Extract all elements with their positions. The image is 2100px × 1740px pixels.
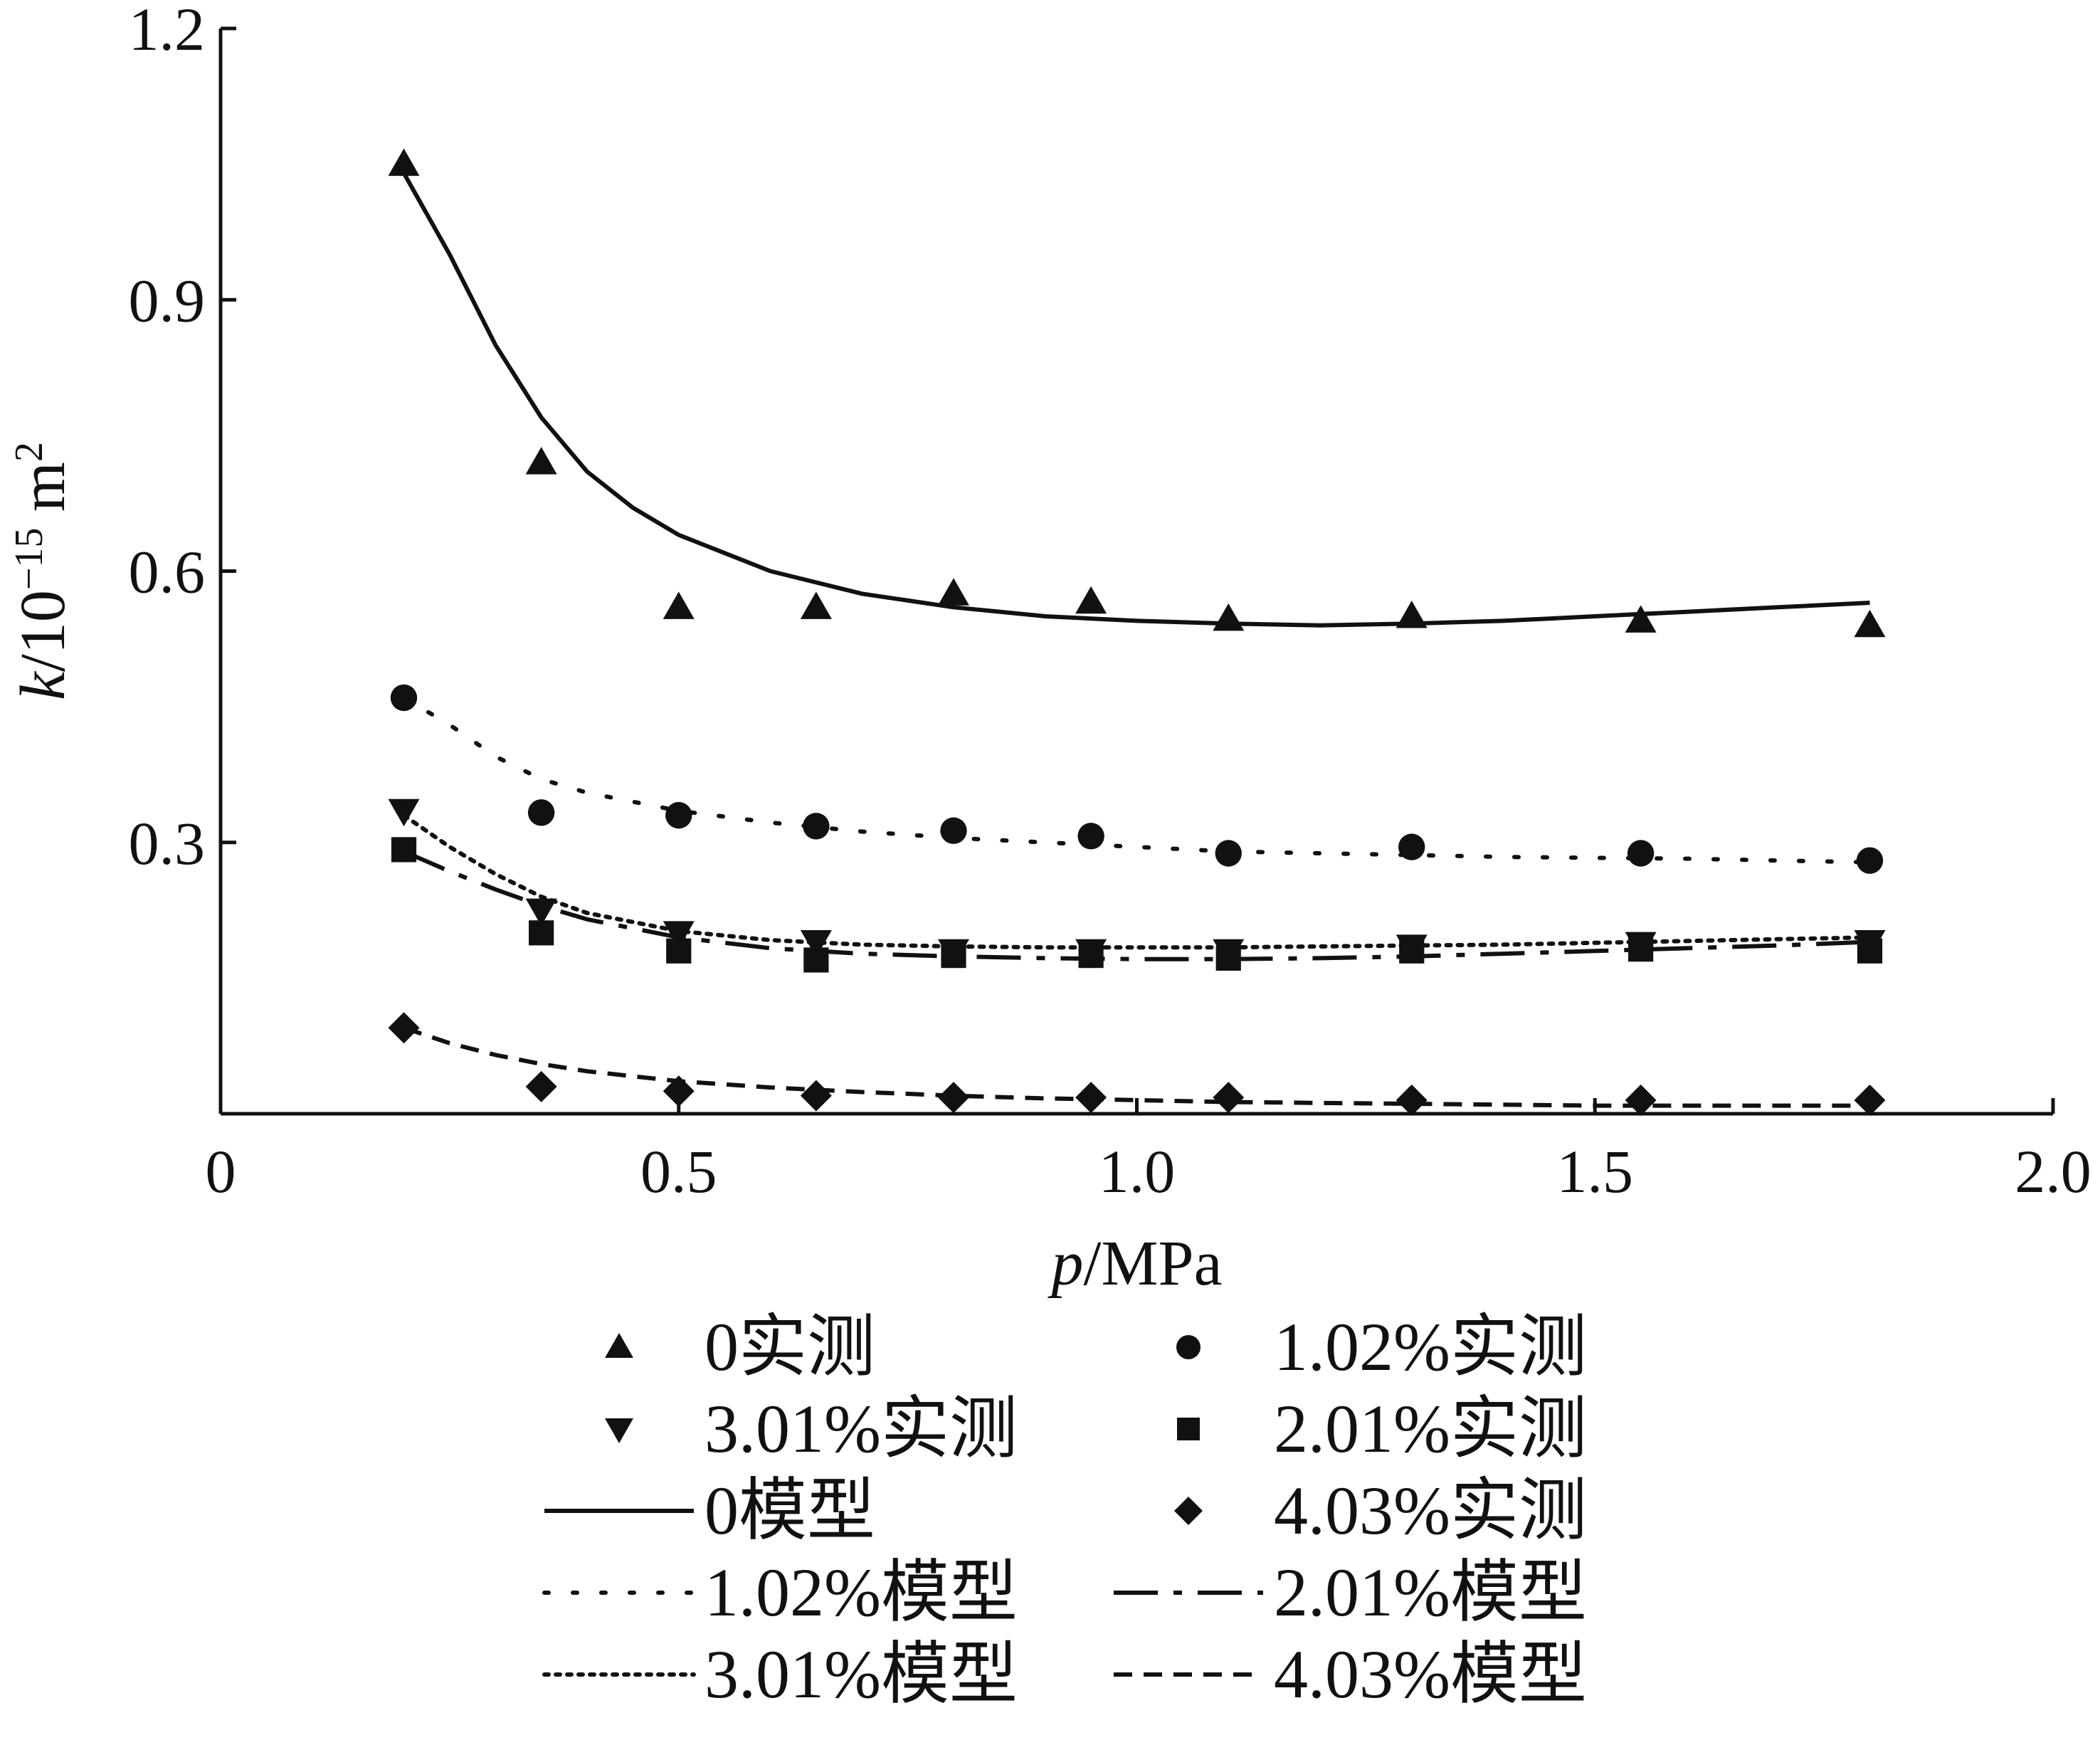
data-point-0-1 <box>525 447 557 475</box>
legend-item-6: 1.02%模型 <box>542 1554 1018 1630</box>
y-tick-label: 0.6 <box>129 538 206 606</box>
axis-titles: p/MPa k/10−15 m2 <box>7 442 1223 1299</box>
series-line-8 <box>401 813 1872 950</box>
legend-label-0: 0实测 <box>705 1309 875 1385</box>
legend-item-9: 4.03%模型 <box>1114 1636 1587 1712</box>
x-tick-label: 1.5 <box>1557 1137 1634 1206</box>
data-point-0-7 <box>1395 601 1428 628</box>
data-point-3-3 <box>800 930 832 958</box>
series-line-6 <box>401 695 1872 865</box>
series-line-5 <box>401 172 1870 628</box>
legend-label-1: 1.02%实测 <box>1274 1309 1587 1385</box>
data-point-4-9 <box>1854 1084 1886 1116</box>
legend-marker-3 <box>605 1418 633 1443</box>
measured-points <box>388 148 1886 1116</box>
legend-marker-2 <box>1177 1418 1200 1440</box>
x-tick-label: 0.5 <box>640 1137 717 1206</box>
data-point-1-8 <box>1627 840 1655 867</box>
y-axis-variable: k <box>8 670 78 700</box>
data-point-0-4 <box>938 578 969 606</box>
x-tick-label: 2.0 <box>2015 1137 2091 1206</box>
legend-label-2: 2.01%实测 <box>1274 1391 1587 1467</box>
y-tick-label: 0.9 <box>129 266 206 334</box>
legend-label-6: 1.02%模型 <box>705 1554 1018 1630</box>
model-curves <box>401 172 1872 1108</box>
legend-item-2: 2.01%实测 <box>1177 1391 1587 1467</box>
x-axis-variable: p <box>1047 1228 1083 1299</box>
data-point-3-5 <box>1075 939 1107 967</box>
data-point-3-8 <box>1625 932 1657 960</box>
data-point-4-4 <box>938 1082 969 1114</box>
data-point-1-6 <box>1215 840 1242 867</box>
legend-item-5: 0模型 <box>544 1472 875 1549</box>
data-point-0-8 <box>1625 605 1657 633</box>
x-tick-label: 1.0 <box>1099 1137 1176 1206</box>
legend-item-7: 2.01%模型 <box>1114 1554 1587 1630</box>
data-point-0-5 <box>1075 586 1107 614</box>
x-tick-label: 0 <box>206 1137 236 1206</box>
data-point-0-2 <box>663 591 695 619</box>
legend-label-4: 4.03%实测 <box>1274 1472 1587 1549</box>
data-point-4-6 <box>1213 1082 1245 1114</box>
legend-marker-0 <box>605 1333 633 1358</box>
legend-item-3: 3.01%实测 <box>605 1391 1018 1467</box>
data-point-0-6 <box>1213 603 1245 631</box>
legend-label-8: 3.01%模型 <box>705 1636 1018 1712</box>
data-point-1-9 <box>1856 847 1884 874</box>
data-point-4-0 <box>388 1012 420 1044</box>
data-point-0-9 <box>1854 609 1886 638</box>
y-axis-exponent-2: 2 <box>7 442 51 462</box>
data-point-1-2 <box>665 801 692 829</box>
legend-label-7: 2.01%模型 <box>1274 1554 1587 1630</box>
data-point-4-5 <box>1075 1082 1107 1114</box>
legend-marker-4 <box>1174 1497 1203 1525</box>
y-tick-label: 0.3 <box>129 809 206 877</box>
y-axis-title: k/10−15 m2 <box>7 442 78 700</box>
y-axis-exponent: −15 <box>7 527 51 590</box>
data-point-3-9 <box>1854 930 1886 958</box>
legend-item-1: 1.02%实测 <box>1176 1309 1587 1385</box>
data-point-4-3 <box>800 1080 832 1112</box>
data-point-1-3 <box>803 813 830 840</box>
data-point-4-7 <box>1395 1084 1428 1116</box>
legend-label-9: 4.03%模型 <box>1274 1636 1587 1712</box>
data-point-4-1 <box>525 1070 557 1102</box>
data-point-3-4 <box>938 939 969 967</box>
data-point-0-3 <box>800 591 832 619</box>
data-point-2-0 <box>391 837 417 863</box>
data-point-4-8 <box>1625 1084 1657 1116</box>
legend-item-0: 0实测 <box>605 1309 875 1385</box>
data-point-3-7 <box>1395 934 1428 962</box>
y-axis-unit-m: m <box>8 462 78 528</box>
legend-item-4: 4.03%实测 <box>1174 1472 1587 1549</box>
legend-marker-1 <box>1176 1335 1201 1359</box>
legend-label-3: 3.01%实测 <box>705 1391 1018 1467</box>
data-point-3-2 <box>663 921 695 949</box>
data-point-1-1 <box>527 799 555 826</box>
y-tick-label: 1.2 <box>129 0 206 63</box>
data-point-1-0 <box>390 684 418 712</box>
data-point-3-6 <box>1213 939 1245 967</box>
x-axis-title: p/MPa <box>1047 1228 1222 1299</box>
data-point-4-2 <box>663 1075 695 1107</box>
x-axis-unit: /MPa <box>1083 1228 1222 1299</box>
data-point-3-0 <box>388 798 420 827</box>
y-axis-unit: /10 <box>8 590 78 672</box>
legend-label-5: 0模型 <box>705 1472 875 1549</box>
data-point-1-4 <box>940 817 967 844</box>
data-point-1-5 <box>1077 823 1104 850</box>
axes: 0 0.5 1.0 1.5 2.0 0.3 0.6 0.9 1.2 <box>129 0 2091 1206</box>
data-point-1-7 <box>1398 833 1425 860</box>
series-line-9 <box>403 1025 1870 1108</box>
data-point-3-1 <box>525 898 557 927</box>
data-point-0-0 <box>388 148 420 176</box>
legend-item-8: 3.01%模型 <box>542 1636 1018 1712</box>
